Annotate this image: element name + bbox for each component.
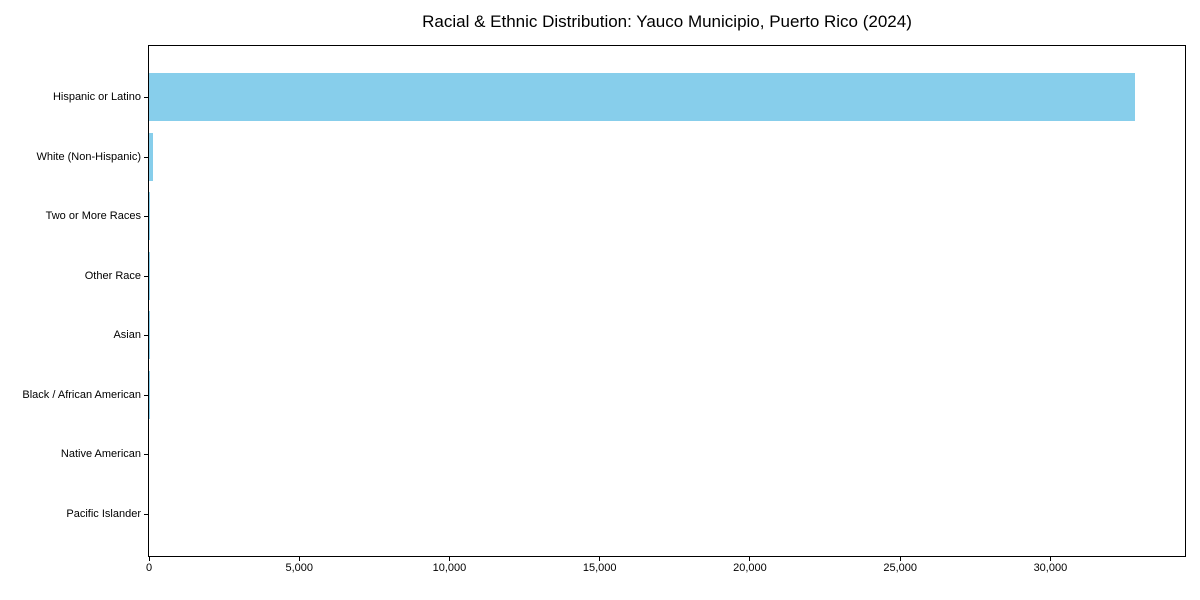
y-tick-mark — [144, 275, 148, 277]
y-tick-label-white-non-hispanic: White (Non-Hispanic) — [36, 150, 141, 163]
y-tick-mark — [144, 97, 148, 98]
x-tick-mark — [148, 557, 150, 561]
bar-two-or-more-races — [149, 192, 150, 240]
y-tick-mark — [144, 156, 148, 158]
x-tick-mark — [749, 557, 751, 561]
x-tick-label: 0 — [145, 562, 153, 574]
y-tick-label-native-american: Native American — [60, 448, 141, 460]
y-tick-label-pacific-islander: Pacific Islander — [66, 507, 141, 520]
x-tick-label: 25,000 — [883, 562, 917, 574]
y-tick-label-other-race: Other Race — [84, 269, 141, 282]
y-tick-label-two-or-more-races: Two or More Races — [45, 210, 141, 222]
y-tick-label-hispanic-or-latino: Hispanic or Latino — [52, 91, 141, 103]
x-tick-label: 20,000 — [733, 562, 767, 574]
x-tick-label: 10,000 — [432, 562, 467, 574]
x-tick-mark — [1049, 557, 1051, 561]
y-tick-label-asian: Asian — [113, 329, 141, 341]
y-tick-mark — [144, 454, 148, 455]
y-tick-mark — [144, 216, 148, 217]
bar-hispanic-or-latino — [149, 73, 1136, 121]
plot-area — [148, 45, 1186, 557]
chart-title: Racial & Ethnic Distribution: Yauco Muni… — [422, 12, 912, 31]
x-tick-mark — [298, 557, 300, 561]
x-tick-label: 5,000 — [285, 562, 313, 574]
x-tick-label: 15,000 — [582, 562, 617, 574]
y-tick-mark — [144, 335, 148, 336]
x-tick-mark — [599, 557, 601, 561]
y-tick-mark — [144, 513, 148, 515]
x-tick-label: 30,000 — [1033, 562, 1068, 574]
y-tick-mark — [144, 394, 148, 396]
bar-white-non-hispanic — [149, 132, 153, 181]
y-tick-label-black-african-american: Black / African American — [22, 388, 141, 401]
x-tick-mark — [448, 557, 450, 561]
x-tick-mark — [899, 557, 901, 561]
